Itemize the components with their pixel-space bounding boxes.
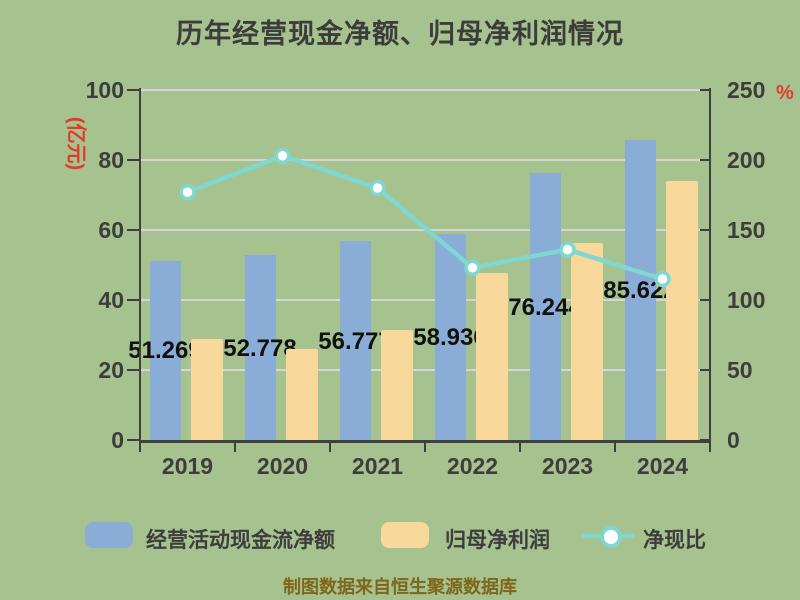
legend-label-ratio: 净现比 <box>643 529 706 552</box>
bar-value-label: 52.778 <box>223 334 297 362</box>
grid-line <box>140 89 710 91</box>
left-axis-line <box>139 88 141 442</box>
left-axis-tick-label: 80 <box>98 147 124 173</box>
cashflow-bar <box>149 260 181 440</box>
left-axis-tick <box>127 439 140 441</box>
profit-bar <box>475 272 508 440</box>
grid-line <box>140 369 710 371</box>
x-axis-tick <box>614 443 616 452</box>
right-axis-tick <box>700 369 710 371</box>
profit-bar <box>570 243 603 440</box>
left-axis-tick <box>127 89 140 91</box>
right-axis-unit-label: % <box>776 82 794 104</box>
cashflow-bar <box>244 255 276 440</box>
right-axis-tick-label: 50 <box>727 357 753 383</box>
left-axis-tick <box>127 369 140 371</box>
left-axis-tick-label: 0 <box>111 427 124 453</box>
left-axis-tick-label: 100 <box>85 77 124 103</box>
profit-bar <box>190 338 223 440</box>
x-axis-tick-label: 2021 <box>351 453 404 479</box>
left-axis-tick <box>127 229 140 231</box>
ratio-point-marker <box>369 179 386 197</box>
right-axis-tick-label: 150 <box>727 217 766 243</box>
legend-label-profit: 归母净利润 <box>445 529 550 552</box>
legend-swatch-cashflow <box>85 522 133 548</box>
left-axis-tick-label: 40 <box>98 287 124 313</box>
right-axis-line <box>709 88 711 442</box>
data-source-note: 制图数据来自恒生聚源数据库 <box>283 577 517 597</box>
x-axis-tick <box>424 443 426 452</box>
left-axis-tick-label: 20 <box>98 357 124 383</box>
right-axis-tick <box>700 229 710 231</box>
right-axis-tick <box>700 159 710 161</box>
right-axis-tick-label: 200 <box>727 147 766 173</box>
grid-line <box>140 299 710 301</box>
bar-value-label: 76.244 <box>508 293 582 321</box>
x-axis-tick-label: 2024 <box>636 453 689 479</box>
chart-title: 历年经营现金净额、归母净利润情况 <box>176 19 624 49</box>
x-axis-tick <box>329 443 331 452</box>
profit-bar <box>665 180 698 440</box>
x-axis-tick <box>234 443 236 452</box>
profit-bar <box>380 329 413 440</box>
right-axis-tick <box>700 89 710 91</box>
right-axis-tick-label: 100 <box>727 287 766 313</box>
legend-circle-marker-icon <box>600 526 622 548</box>
left-axis-tick-label: 60 <box>98 217 124 243</box>
right-axis-tick-label: 250 <box>727 77 766 103</box>
bar-value-label: 56.777 <box>318 327 392 355</box>
profit-bar <box>285 349 318 440</box>
bar-value-label: 58.936 <box>413 323 487 351</box>
x-axis-tick-label: 2023 <box>541 453 594 479</box>
bottom-axis-line <box>139 440 711 443</box>
x-axis-tick-label: 2019 <box>161 453 214 479</box>
left-axis-tick <box>127 299 140 301</box>
x-axis-tick <box>519 443 521 452</box>
x-axis-tick <box>139 443 141 452</box>
right-axis-tick-label: 0 <box>727 427 740 453</box>
legend-label-cashflow: 经营活动现金流净额 <box>146 529 335 552</box>
legend-swatch-profit <box>381 522 429 548</box>
left-axis-tick <box>127 159 140 161</box>
x-axis-tick-label: 2022 <box>446 453 499 479</box>
x-axis-tick-label: 2020 <box>256 453 309 479</box>
ratio-point-marker <box>179 183 196 201</box>
right-axis-tick <box>700 299 710 301</box>
x-axis-tick <box>709 443 711 452</box>
